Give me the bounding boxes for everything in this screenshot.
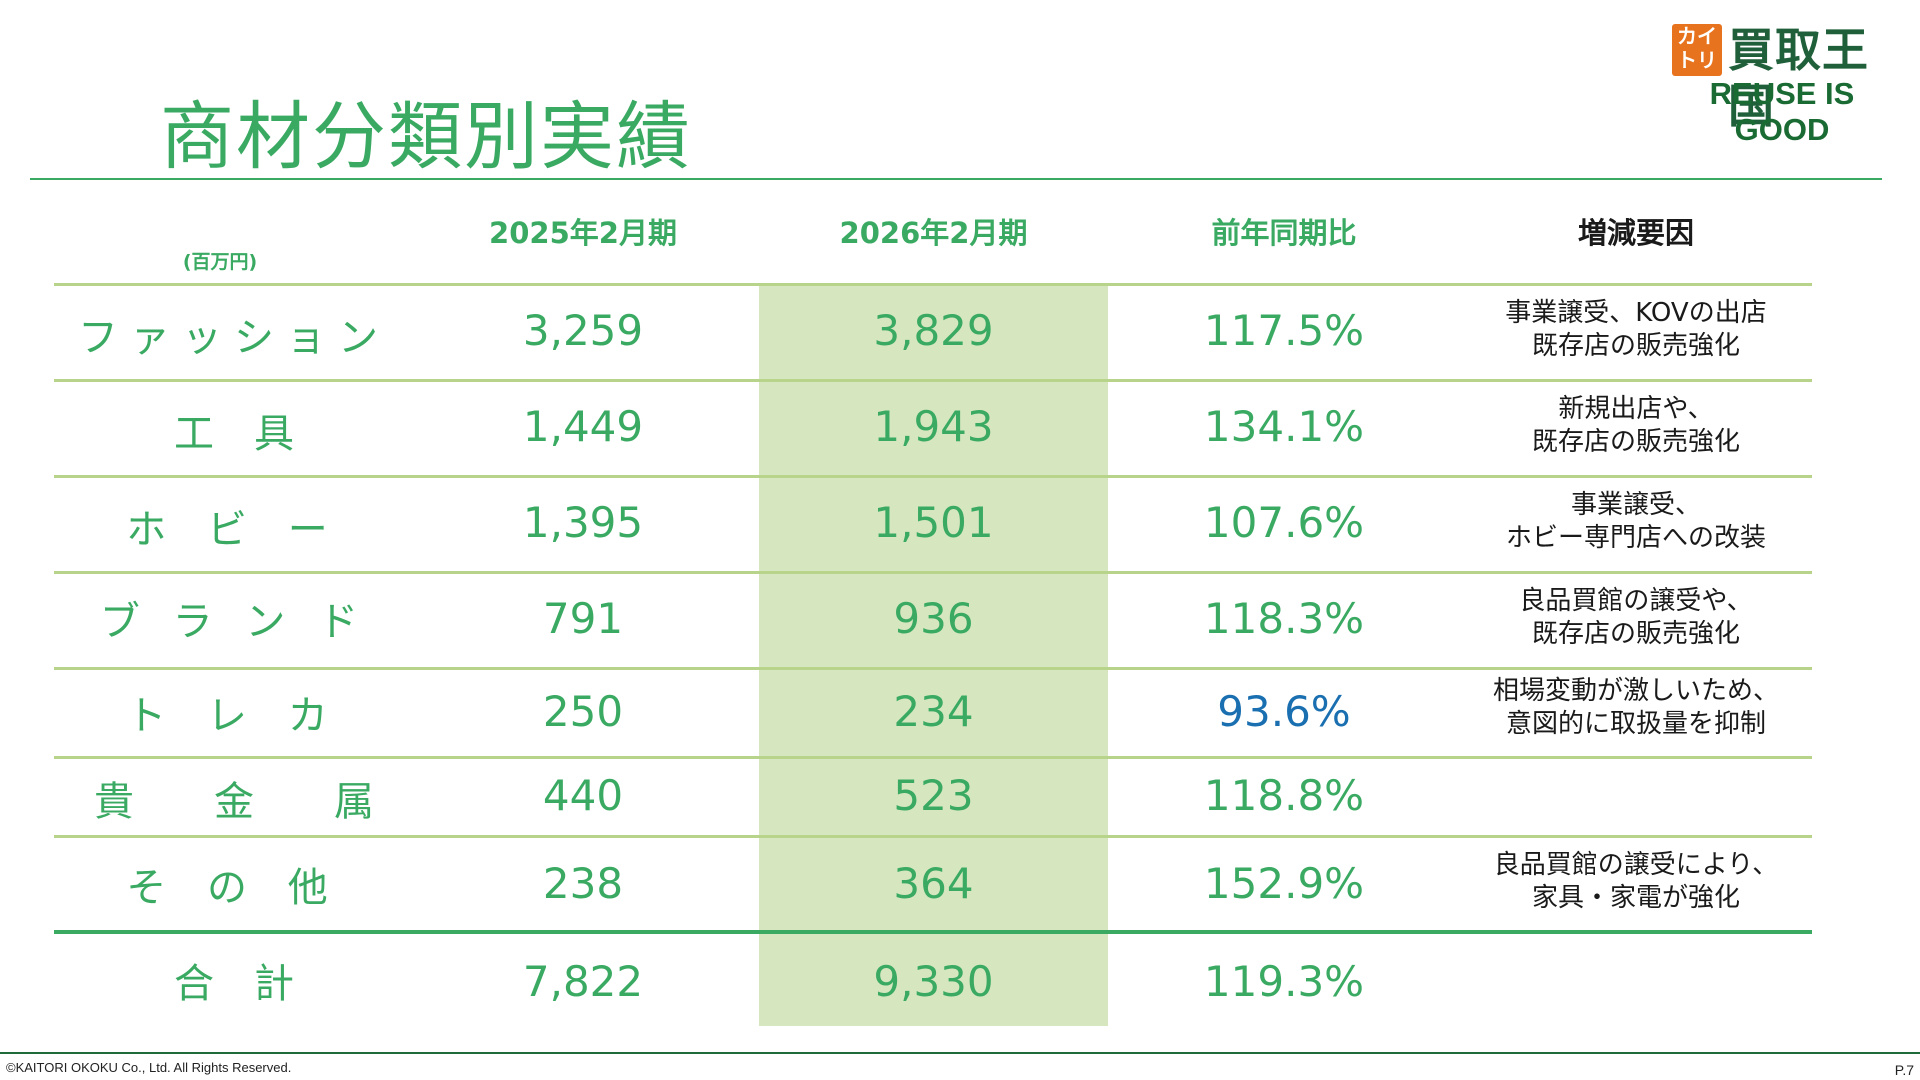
reason-cell: 事業譲受、KOVの出店 既存店の販売強化 — [1460, 297, 1812, 363]
reason-line: ホビー専門店への改装 — [1505, 523, 1766, 553]
logo-name: 買取王国 — [1728, 23, 1869, 133]
logo-tagline: REUSE IS GOOD — [1709, 76, 1855, 147]
row-divider — [54, 475, 1812, 478]
reason-line: 家具・家電が強化 — [1531, 883, 1740, 913]
fy2026-cell: 364 — [893, 859, 974, 908]
reason-line: 良品買館の譲受により、 — [1493, 850, 1779, 880]
reason-line: 新規出店や、 — [1558, 394, 1714, 424]
fy2026-cell: 1,943 — [873, 402, 994, 451]
fy2026-cell: 1,501 — [873, 498, 994, 547]
category-cell: 貴 金 属 — [94, 779, 374, 825]
table-row: そ の 他 238 364 152.9% 良品買館の譲受により、 家具・家電が強… — [54, 835, 1812, 930]
fy2025-cell: 1,395 — [522, 498, 644, 547]
yoy-cell: 117.5% — [1203, 306, 1365, 355]
table-row: ト レ カ 250 234 93.6% 相場変動が激しいため、 意図的に取扱量を… — [54, 667, 1812, 756]
logo-mark-line1: カイ — [1677, 24, 1717, 48]
reason-line: 相場変動が激しいため、 — [1492, 676, 1779, 706]
reason-cell: 相場変動が激しいため、 意図的に取扱量を抑制 — [1460, 675, 1812, 741]
total-label: 合 計 — [174, 961, 294, 1007]
fy2025-cell: 791 — [542, 594, 624, 643]
reason-line: 既存店の販売強化 — [1531, 331, 1740, 361]
row-divider — [54, 756, 1812, 759]
total-fy2026: 9,330 — [873, 957, 994, 1006]
fy2026-cell: 936 — [893, 594, 974, 643]
reason-line: 事業譲受、KOVの出店 — [1505, 298, 1767, 328]
header-reason: 増減要因 — [1577, 216, 1694, 250]
fy2026-cell: 3,829 — [873, 306, 994, 355]
yoy-cell-negative: 93.6% — [1217, 687, 1351, 736]
header-yoy: 前年同期比 — [1211, 216, 1357, 250]
category-cell: ファッション — [78, 315, 390, 361]
total-yoy: 119.3% — [1203, 957, 1365, 1006]
table-row: ホ ビ ー 1,395 1,501 107.6% 事業譲受、 ホビー専門店への改… — [54, 475, 1812, 571]
row-divider — [54, 835, 1812, 838]
yoy-cell: 107.6% — [1203, 498, 1365, 547]
reason-cell: 良品買館の譲受や、 既存店の販売強化 — [1460, 585, 1812, 651]
fy2025-cell: 440 — [542, 771, 624, 820]
table-row: 貴 金 属 440 523 118.8% — [54, 756, 1812, 835]
total-fy2025: 7,822 — [522, 957, 644, 1006]
row-divider — [54, 667, 1812, 670]
table-top-line — [54, 283, 1812, 286]
reason-line: 意図的に取扱量を抑制 — [1505, 709, 1766, 739]
reason-line: 良品買館の譲受や、 — [1519, 586, 1753, 616]
reason-line: 既存店の販売強化 — [1531, 427, 1740, 457]
fy2025-cell: 250 — [542, 687, 624, 736]
row-divider — [54, 379, 1812, 382]
title-divider — [30, 178, 1882, 180]
fy2026-column-highlight — [759, 285, 1108, 1026]
table-row: 工 具 1,449 1,943 134.1% 新規出店や、 既存店の販売強化 — [54, 379, 1812, 475]
reason-cell: 新規出店や、 既存店の販売強化 — [1460, 393, 1812, 459]
logo-mark-line2: トリ — [1677, 48, 1717, 72]
page-number: P.7 — [1894, 1062, 1914, 1078]
table-row: ブ ラ ン ド 791 936 118.3% 良品買館の譲受や、 既存店の販売強… — [54, 571, 1812, 667]
category-cell: ト レ カ — [126, 693, 342, 739]
yoy-cell: 152.9% — [1203, 859, 1365, 908]
header-fy2025: 2025年2月期 — [489, 216, 677, 250]
copyright: ©KAITORI OKOKU Co., Ltd. All Rights Rese… — [6, 1060, 292, 1075]
fy2025-cell: 3,259 — [522, 306, 644, 355]
reason-line: 既存店の販売強化 — [1531, 619, 1740, 649]
yoy-cell: 134.1% — [1203, 402, 1365, 451]
reason-line: 事業譲受、 — [1570, 490, 1701, 520]
category-cell: 工 具 — [174, 411, 294, 457]
page-title: 商材分類別実績 — [160, 94, 692, 180]
fy2026-cell: 234 — [893, 687, 974, 736]
reason-cell: 良品買館の譲受により、 家具・家電が強化 — [1460, 849, 1812, 915]
company-logo: カイ トリ 買取王国 REUSE IS GOOD — [1664, 20, 1900, 147]
total-divider — [54, 930, 1812, 934]
total-row: 合 計 7,822 9,330 119.3% — [54, 933, 1812, 1027]
yoy-cell: 118.8% — [1203, 771, 1365, 820]
fy2025-cell: 1,449 — [522, 402, 644, 451]
header-fy2026: 2026年2月期 — [839, 216, 1028, 250]
yoy-cell: 118.3% — [1203, 594, 1365, 643]
category-cell: ブ ラ ン ド — [99, 599, 369, 645]
fy2026-cell: 523 — [893, 771, 974, 820]
unit-label: (百万円) — [182, 251, 258, 273]
footer-divider — [0, 1052, 1920, 1054]
category-cell: そ の 他 — [126, 865, 342, 911]
row-divider — [54, 571, 1812, 574]
table-row: ファッション 3,259 3,829 117.5% 事業譲受、KOVの出店 既存… — [54, 283, 1812, 379]
fy2025-cell: 238 — [542, 859, 624, 908]
category-cell: ホ ビ ー — [126, 507, 342, 553]
logo-mark: カイ トリ — [1672, 24, 1722, 76]
reason-cell: 事業譲受、 ホビー専門店への改装 — [1460, 489, 1812, 555]
